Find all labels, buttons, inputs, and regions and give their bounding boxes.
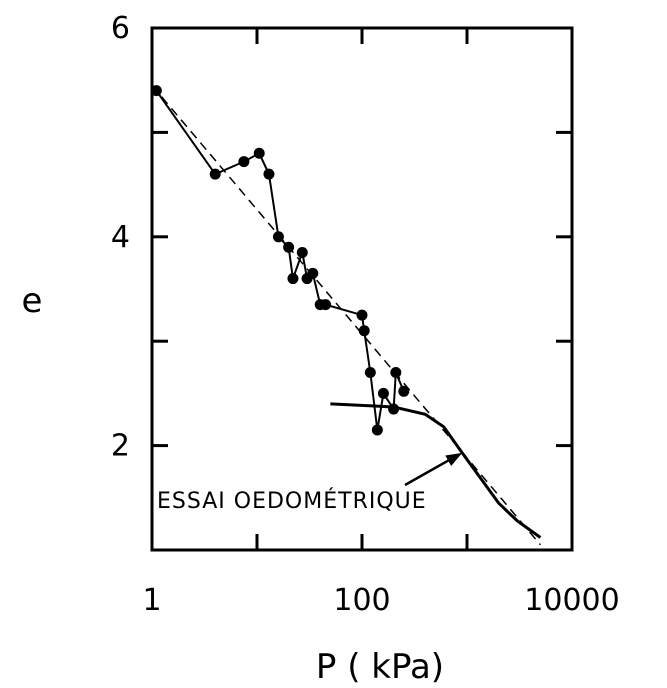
data-point-6 <box>283 241 295 253</box>
data-point-2 <box>238 156 250 168</box>
data-series-line <box>155 90 405 431</box>
data-point-0 <box>150 85 162 97</box>
axis-ticks <box>150 26 574 552</box>
oedometric-curve <box>330 402 542 539</box>
data-point-16 <box>371 424 383 436</box>
data-point-8 <box>296 246 308 258</box>
y-axis-title: e <box>22 281 43 321</box>
chart-marks <box>150 84 542 546</box>
x-tick-label-2: 10000 <box>524 583 619 618</box>
y-tick-label-1: 4 <box>111 220 130 255</box>
data-point-18 <box>388 403 400 415</box>
annotation-essai-oedometrique: ESSAI OEDOMÉTRIQUE <box>157 488 427 514</box>
data-point-15 <box>364 367 376 379</box>
x-tick-label-0: 1 <box>142 583 161 618</box>
data-point-20 <box>398 385 410 397</box>
plot-frame <box>150 26 574 552</box>
x-tick-label-1: 100 <box>333 583 390 618</box>
data-point-17 <box>377 387 389 399</box>
y-tick-label-0: 2 <box>111 429 130 464</box>
data-point-4 <box>263 168 275 180</box>
y-tick-label-2: 6 <box>111 11 130 46</box>
data-point-12 <box>320 299 332 311</box>
data-point-13 <box>356 309 368 321</box>
data-point-3 <box>253 147 265 159</box>
data-point-19 <box>390 367 402 379</box>
data-point-7 <box>287 273 299 285</box>
data-point-1 <box>209 168 221 180</box>
x-axis-title: P ( kPa) <box>316 647 444 687</box>
data-point-5 <box>272 231 284 243</box>
trend-line <box>151 84 541 546</box>
data-point-10 <box>307 267 319 279</box>
annotation-arrow-head <box>445 452 463 466</box>
tick-labels: 1 100 10000 2 4 6 <box>111 11 620 618</box>
data-point-14 <box>358 325 370 337</box>
